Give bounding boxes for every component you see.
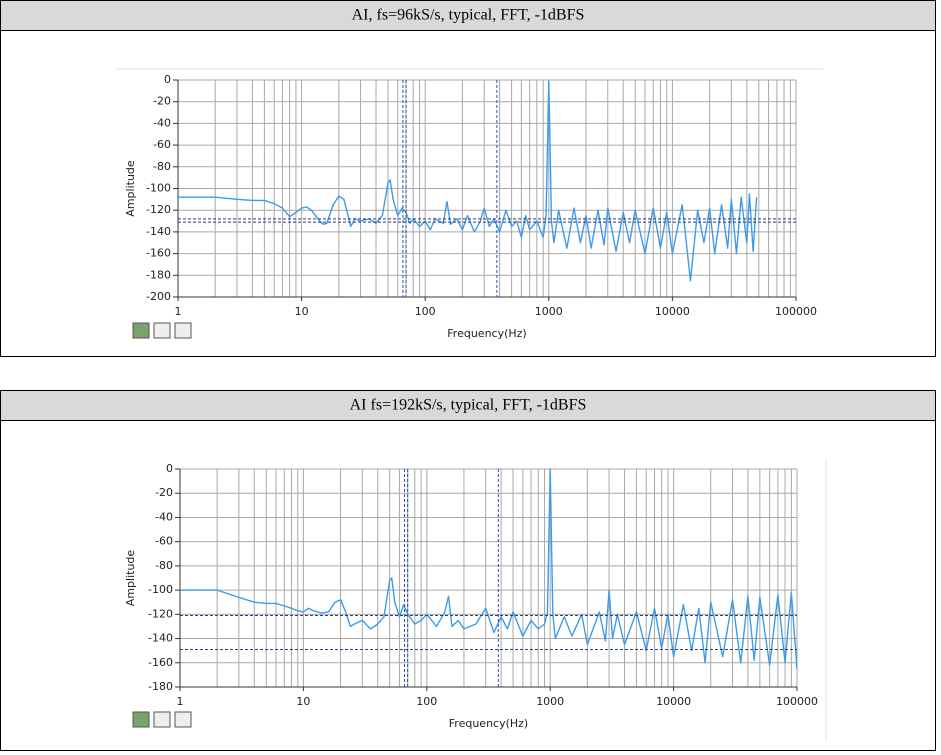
zoom-tool[interactable] xyxy=(153,711,171,728)
cursor-tool[interactable] xyxy=(132,711,150,728)
y-tick-label: -40 xyxy=(155,510,173,523)
x-axis-label: Frequency(Hz) xyxy=(449,717,528,730)
panel-header xyxy=(0,390,936,421)
x-tick-label: 10 xyxy=(295,305,309,318)
y-tick-label: -40 xyxy=(153,116,171,129)
plot-area xyxy=(180,469,797,687)
y-tick-label: -80 xyxy=(155,559,173,572)
y-tick-label: -200 xyxy=(146,290,171,303)
y-tick-label: -140 xyxy=(146,225,171,238)
x-tick-label: 10 xyxy=(296,695,310,708)
x-tick-label: 1 xyxy=(175,305,182,318)
chart-title: AI fs=192kS/s, typical, FFT, -1dBFS xyxy=(350,397,587,414)
x-tick-label: 1000 xyxy=(536,695,564,708)
y-tick-label: -20 xyxy=(155,486,173,499)
pan-tool[interactable] xyxy=(174,711,192,728)
y-tick-label: -180 xyxy=(146,268,171,281)
y-tick-label: -120 xyxy=(146,203,171,216)
chart-title: AI, fs=96kS/s, typical, FFT, -1dBFS xyxy=(352,7,585,24)
y-tick-label: -120 xyxy=(148,607,173,620)
y-tick-label: 0 xyxy=(164,73,171,86)
spectrum-line xyxy=(180,468,798,669)
y-tick-label: -180 xyxy=(148,680,173,693)
spectrum-line xyxy=(178,80,758,282)
x-tick-label: 100 xyxy=(416,695,437,708)
panel-header xyxy=(0,0,936,31)
x-axis-label: Frequency(Hz) xyxy=(447,327,526,340)
y-tick-label: -160 xyxy=(146,247,171,260)
y-axis-label: Amplitude xyxy=(124,550,137,607)
y-tick-label: 0 xyxy=(166,462,173,475)
y-tick-label: -20 xyxy=(153,95,171,108)
y-axis-label: Amplitude xyxy=(124,160,137,217)
x-tick-label: 1 xyxy=(177,695,184,708)
y-tick-label: -100 xyxy=(148,583,173,596)
y-tick-label: -60 xyxy=(153,138,171,151)
y-tick-label: -100 xyxy=(146,182,171,195)
x-tick-label: 10000 xyxy=(655,305,690,318)
x-tick-label: 100000 xyxy=(775,305,817,318)
y-tick-label: -160 xyxy=(148,656,173,669)
x-tick-label: 100 xyxy=(415,305,436,318)
x-tick-label: 10000 xyxy=(656,695,691,708)
x-tick-label: 100000 xyxy=(776,695,818,708)
y-tick-label: -140 xyxy=(148,632,173,645)
toolbar xyxy=(132,322,192,728)
x-tick-label: 1000 xyxy=(535,305,563,318)
zoom-tool[interactable] xyxy=(153,322,171,339)
cursor-tool[interactable] xyxy=(132,322,150,339)
y-tick-label: -60 xyxy=(155,535,173,548)
pan-tool[interactable] xyxy=(174,322,192,339)
y-tick-label: -80 xyxy=(153,160,171,173)
